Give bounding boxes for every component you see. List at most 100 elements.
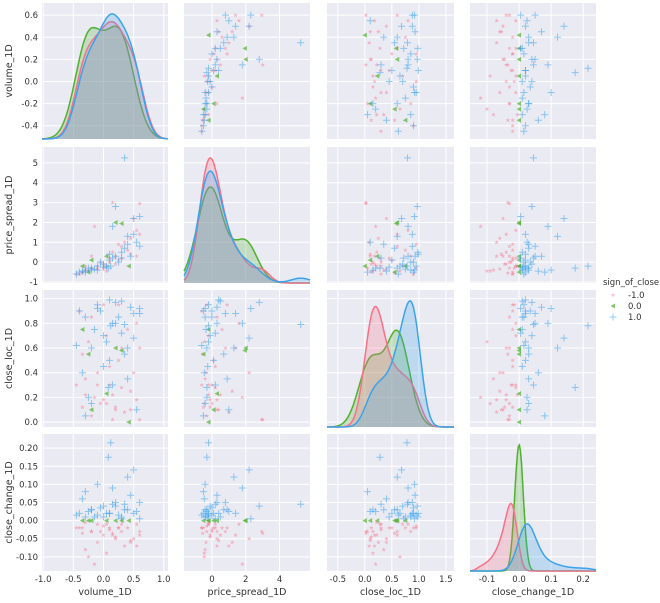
point-star (377, 521, 383, 527)
point-star (116, 525, 121, 530)
point-plus (366, 238, 374, 246)
point-star (386, 525, 392, 530)
point-star (204, 523, 210, 528)
y-tick-label: 0.15 (19, 462, 38, 472)
point-star (369, 534, 374, 539)
point-plus (521, 230, 529, 238)
point-star (510, 271, 515, 276)
point-star (381, 267, 386, 272)
point-star (233, 12, 238, 18)
point-star (206, 521, 211, 527)
point-star (199, 382, 204, 387)
point-plus (206, 332, 214, 340)
point-plus (523, 17, 531, 25)
point-star (513, 320, 519, 326)
y-tick-label: 0.4 (24, 369, 38, 379)
point-plus (396, 72, 404, 80)
point-plus (411, 480, 419, 488)
point-plus (407, 50, 415, 58)
panel-close_change_1D-vs-close_loc_1D (327, 434, 454, 571)
point-star (500, 23, 506, 29)
point-plus (245, 334, 253, 342)
legend-label-pos: 1.0 (628, 313, 642, 323)
point-plus (99, 332, 107, 340)
point-plus (199, 122, 207, 130)
point-plus (393, 473, 401, 481)
point-triangle (402, 117, 408, 123)
point-plus (211, 515, 219, 523)
point-star (370, 259, 376, 265)
point-star (397, 106, 403, 112)
point-plus (518, 78, 526, 86)
point-star (260, 417, 265, 422)
point-star (507, 253, 512, 259)
point-star (107, 527, 112, 532)
point-plus (198, 342, 206, 350)
point-star (378, 525, 384, 530)
point-star (122, 543, 127, 548)
x-tick-label: -0.5 (330, 575, 347, 585)
point-plus (78, 369, 86, 377)
point-star (503, 392, 509, 397)
point-star (484, 339, 490, 344)
point-plus (520, 50, 528, 58)
point-star (229, 29, 235, 34)
point-star (507, 259, 512, 265)
y-tick-label: 0.6 (24, 11, 38, 21)
point-plus (366, 17, 374, 25)
point-plus (127, 252, 135, 260)
point-plus (525, 344, 533, 352)
point-star (137, 417, 142, 422)
point-star (369, 57, 374, 62)
point-plus (526, 258, 534, 266)
point-star (107, 364, 112, 369)
point-plus (529, 254, 537, 262)
point-star (86, 554, 91, 559)
point-plus (385, 513, 393, 521)
point-plus (93, 266, 101, 274)
point-plus (393, 232, 401, 240)
point-star (386, 255, 392, 261)
point-star (491, 112, 496, 117)
point-triangle (104, 391, 109, 397)
point-plus (99, 513, 107, 521)
point-star (119, 521, 124, 527)
point-star (104, 521, 109, 527)
point-plus (223, 33, 231, 41)
point-plus (72, 511, 80, 519)
point-star (370, 84, 376, 89)
point-star (119, 385, 124, 390)
point-star (395, 12, 400, 18)
point-star (507, 201, 512, 206)
point-plus (104, 384, 112, 392)
point-plus (221, 11, 229, 19)
point-plus (247, 305, 255, 313)
point-star (512, 79, 517, 84)
kde-fill (184, 157, 310, 283)
point-plus (400, 254, 408, 262)
panel-close_change_1D-vs-price_spread_1D (184, 434, 310, 571)
point-plus (521, 250, 529, 258)
point-star (500, 216, 506, 221)
point-star (503, 345, 509, 350)
point-plus (541, 111, 549, 119)
x-tick-label: 0.0 (97, 575, 111, 585)
point-plus (203, 393, 211, 401)
point-plus (78, 267, 86, 275)
point-plus (221, 309, 229, 317)
point-star (92, 224, 97, 229)
point-star (484, 106, 490, 112)
point-star (89, 253, 94, 259)
point-star (500, 253, 506, 259)
point-star (508, 382, 514, 387)
point-plus (216, 513, 224, 521)
point-star (113, 536, 118, 541)
point-star (119, 345, 124, 350)
point-plus (411, 89, 419, 97)
point-star (507, 417, 512, 422)
point-star (374, 520, 379, 525)
point-star (104, 401, 109, 406)
point-star (376, 540, 381, 545)
point-plus (520, 89, 528, 97)
y-tick-label: 0.2 (24, 55, 38, 65)
